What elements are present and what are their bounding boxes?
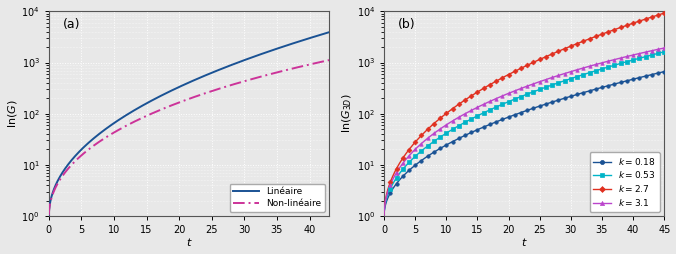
Y-axis label: $\ln(G_{3D})$: $\ln(G_{3D})$ [340, 94, 354, 133]
X-axis label: $t$: $t$ [186, 236, 192, 248]
Legend: $k = 0.18$, $k = 0.53$, $k = 2.7$, $k = 3.1$: $k = 0.18$, $k = 0.53$, $k = 2.7$, $k = … [589, 152, 660, 212]
Text: (b): (b) [398, 18, 416, 30]
Text: (a): (a) [63, 18, 80, 30]
X-axis label: $t$: $t$ [521, 236, 527, 248]
Y-axis label: $\ln(G)$: $\ln(G)$ [5, 100, 18, 128]
Legend: Linéaire, Non-linéaire: Linéaire, Non-linéaire [230, 184, 324, 212]
